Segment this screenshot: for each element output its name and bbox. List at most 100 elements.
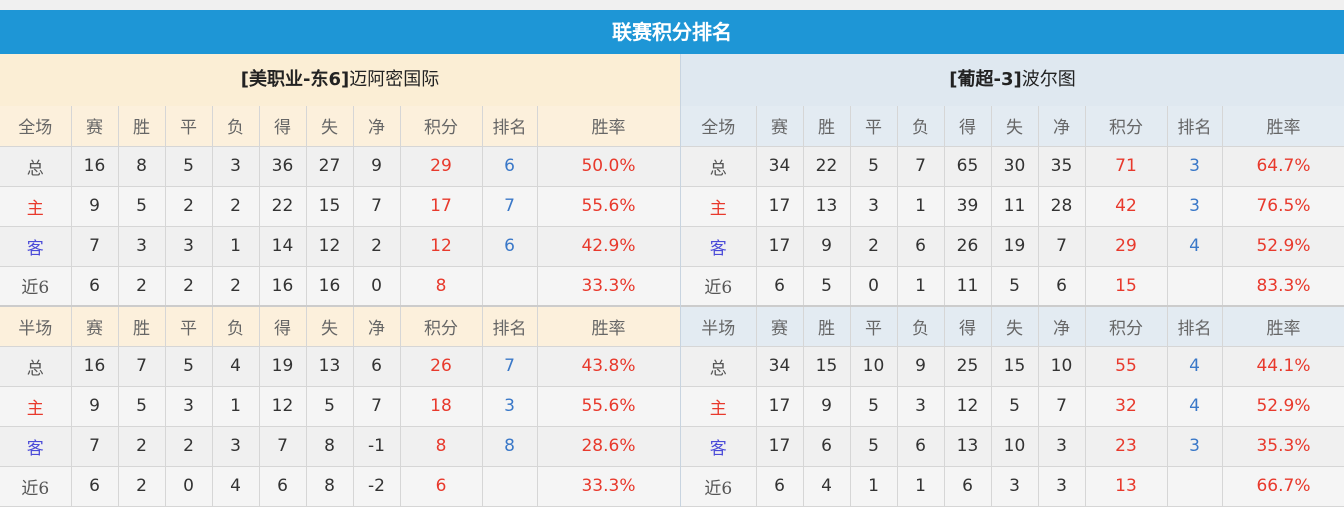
table-row: 客 17 6 5 6 13 10 3 23 3 35.3% [681, 426, 1344, 467]
header-row: 半场赛胜平负得失净积分 排名 胜率 [681, 305, 1344, 347]
cell: 13 [1085, 466, 1168, 507]
cell: 33.3% [537, 266, 681, 307]
cell: 2 [212, 186, 260, 227]
cell: 2 [118, 426, 166, 467]
cell: 9 [803, 386, 851, 427]
cell: 1 [212, 226, 260, 267]
column-header: 积分 [1085, 305, 1168, 347]
cell: 42.9% [537, 226, 681, 267]
cell: 3 [212, 426, 260, 467]
cell: 3 [212, 146, 260, 187]
column-header: 胜 [118, 305, 166, 347]
cell: 9 [803, 226, 851, 267]
cell: 总 [0, 346, 72, 387]
cell: 3 [1167, 146, 1223, 187]
cell: 28.6% [537, 426, 681, 467]
column-header: 胜率 [1222, 305, 1344, 347]
cell: 4 [803, 466, 851, 507]
table-row: 总 16 7 5 4 19 13 6 26 7 43.8% [0, 346, 681, 387]
cell: 1 [897, 466, 945, 507]
cell: 近6 [681, 466, 757, 507]
cell: 总 [681, 146, 757, 187]
cell: 8 [400, 266, 483, 307]
cell: 3 [118, 226, 166, 267]
cell: 3 [991, 466, 1039, 507]
cell: 1 [897, 186, 945, 227]
cell: 16 [259, 266, 307, 307]
cell: 7 [482, 346, 538, 387]
cell: 6 [71, 266, 119, 307]
cell: 3 [850, 186, 898, 227]
cell: 3 [165, 226, 213, 267]
column-header: 排名 [482, 305, 538, 347]
cell: 3 [1167, 186, 1223, 227]
table-row: 近6 6 2 0 4 6 8 -2 6 33.3% [0, 466, 681, 507]
away-team-standings: [葡超-3]波尔图 全场赛胜平负得失净积分 排名 胜率总 34 22 5 7 65 30 35 71 3… [680, 54, 1344, 507]
column-header: 胜率 [537, 106, 681, 147]
cell: 19 [991, 226, 1039, 267]
cell: 客 [681, 426, 757, 467]
cell: 71 [1085, 146, 1168, 187]
cell: 7 [482, 186, 538, 227]
home-team-standings: [美职业-东6]迈阿密国际 全场赛胜平负得失净积分 排名 胜率总 16 8 5 3 36 27 9 2… [0, 54, 681, 507]
cell: 52.9% [1222, 226, 1344, 267]
cell: 2 [165, 426, 213, 467]
cell: 5 [118, 186, 166, 227]
column-header: 胜率 [537, 305, 681, 347]
cell: 6 [400, 466, 483, 507]
team-name: [葡超-3]波尔图 [681, 54, 1344, 106]
table-row: 客 7 2 2 3 7 8 -1 8 8 28.6% [0, 426, 681, 467]
table-row: 近6 6 5 0 1 11 5 6 15 83.3% [681, 266, 1344, 307]
column-header: 负 [212, 305, 260, 347]
cell: 5 [850, 386, 898, 427]
cell: 3 [1167, 426, 1223, 467]
cell: 10 [991, 426, 1039, 467]
cell: 12 [306, 226, 354, 267]
column-header: 赛 [71, 106, 119, 147]
cell: 9 [71, 186, 119, 227]
cell: 6 [1038, 266, 1086, 307]
cell: 14 [259, 226, 307, 267]
cell: 3 [1038, 426, 1086, 467]
cell: 11 [991, 186, 1039, 227]
cell: 5 [991, 386, 1039, 427]
table-row: 主 17 13 3 1 39 11 28 42 3 76.5% [681, 186, 1344, 227]
cell: 2 [353, 226, 401, 267]
cell: 10 [850, 346, 898, 387]
cell: 3 [482, 386, 538, 427]
column-header: 半场 [681, 305, 757, 347]
column-header: 得 [944, 106, 992, 147]
cell: 27 [306, 146, 354, 187]
column-header: 净 [353, 305, 401, 347]
cell: 55 [1085, 346, 1168, 387]
cell: 近6 [681, 266, 757, 307]
cell: 30 [991, 146, 1039, 187]
cell: 55.6% [537, 186, 681, 227]
cell: 76.5% [1222, 186, 1344, 227]
column-header: 失 [991, 305, 1039, 347]
cell: 3 [1038, 466, 1086, 507]
cell: 11 [944, 266, 992, 307]
cell: 35.3% [1222, 426, 1344, 467]
cell: 34 [756, 146, 804, 187]
cell: 13 [803, 186, 851, 227]
cell: 总 [0, 146, 72, 187]
column-header: 赛 [71, 305, 119, 347]
column-header: 排名 [482, 106, 538, 147]
cell: 6 [897, 226, 945, 267]
cell: 6 [259, 466, 307, 507]
cell: 29 [400, 146, 483, 187]
cell: 16 [71, 146, 119, 187]
cell: 12 [400, 226, 483, 267]
cell: 16 [306, 266, 354, 307]
cell: 42 [1085, 186, 1168, 227]
cell: 近6 [0, 266, 72, 307]
cell: 2 [118, 266, 166, 307]
column-header: 平 [850, 106, 898, 147]
cell: 15 [306, 186, 354, 227]
cell: 0 [850, 266, 898, 307]
cell: 65 [944, 146, 992, 187]
cell: 23 [1085, 426, 1168, 467]
cell: -1 [353, 426, 401, 467]
cell: 16 [71, 346, 119, 387]
